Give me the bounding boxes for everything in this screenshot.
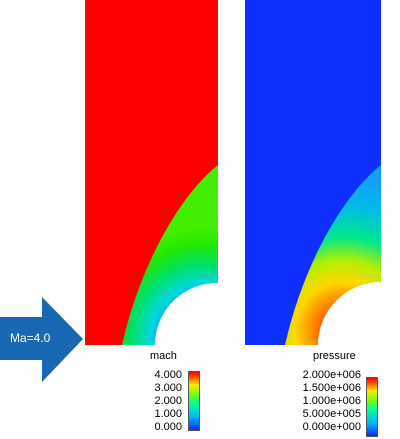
cylinder-body	[155, 282, 218, 345]
pressure-color-scale	[366, 377, 378, 437]
mach-tick-label: 2.000	[154, 395, 182, 407]
mach-tick-label: 0.000	[154, 421, 182, 433]
pressure-contour-plot	[245, 0, 381, 345]
arrow-icon	[0, 297, 83, 382]
flow-mach-label: Ma=4.0	[10, 331, 51, 345]
pressure-tick-label: 5.000e+005	[302, 408, 361, 420]
mach-contour-plot	[85, 0, 218, 345]
mach-colorbar: mach 4.000 3.000 2.000 1.000 0.000	[118, 350, 238, 435]
mach-legend-title: mach	[150, 350, 177, 362]
mach-tick-label: 3.000	[154, 382, 182, 394]
mach-color-scale	[188, 371, 200, 431]
pressure-colorbar: pressure 2.000e+006 1.500e+006 1.000e+00…	[277, 350, 399, 437]
pressure-tick-label: 2.000e+006	[302, 369, 361, 381]
pressure-tick-label: 0.000e+000	[302, 421, 361, 433]
cylinder-body	[318, 282, 381, 345]
pressure-legend-title: pressure	[313, 350, 356, 362]
flow-direction-arrow: Ma=4.0	[0, 297, 84, 382]
pressure-tick-label: 1.500e+006	[302, 382, 361, 394]
mach-tick-label: 1.000	[154, 408, 182, 420]
pressure-tick-label: 1.000e+006	[302, 395, 361, 407]
mach-tick-label: 4.000	[154, 369, 182, 381]
